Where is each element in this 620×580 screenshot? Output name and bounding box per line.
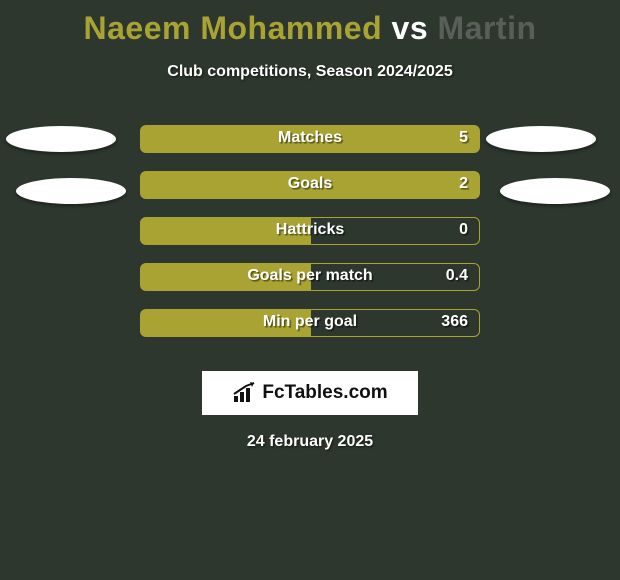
logo-text: FcTables.com [262,382,387,404]
stats-container: Matches 5 Goals 2 Hattricks 0 Goals per match 0… [0,117,620,347]
stat-row: Goals 2 [0,163,620,209]
stat-row: Goals per match 0.4 [0,255,620,301]
stat-value-right: 0 [459,221,468,239]
stat-label: Hattricks [276,221,344,239]
logo-chart-icon [232,382,258,404]
stat-value-right: 5 [459,129,468,147]
stat-value-right: 2 [459,175,468,193]
snapshot-date: 24 february 2025 [0,433,620,451]
title-vs: vs [392,10,429,46]
subtitle: Club competitions, Season 2024/2025 [0,63,620,81]
stat-label: Goals [288,175,332,193]
stat-row: Hattricks 0 [0,209,620,255]
fctables-logo: FcTables.com [202,371,418,415]
stat-row: Min per goal 366 [0,301,620,347]
stat-label: Matches [278,129,342,147]
stat-row: Matches 5 [0,117,620,163]
stat-label: Goals per match [247,267,372,285]
stat-value-right: 0.4 [446,267,468,285]
comparison-title: Naeem Mohammed vs Martin [0,0,620,47]
stat-bar-right [310,171,480,199]
stat-value-right: 366 [441,313,468,331]
player2-name: Martin [438,10,537,46]
stat-bar-left [140,171,310,199]
stat-label: Min per goal [263,313,357,331]
player1-name: Naeem Mohammed [83,10,382,46]
